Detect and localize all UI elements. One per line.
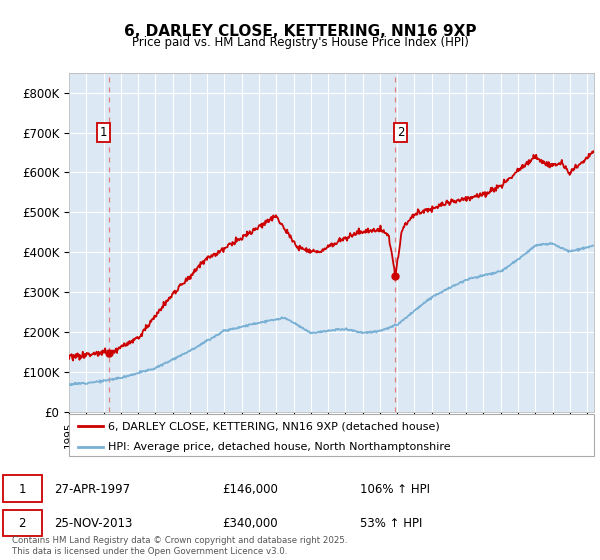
FancyBboxPatch shape [69, 414, 594, 456]
Text: Price paid vs. HM Land Registry's House Price Index (HPI): Price paid vs. HM Land Registry's House … [131, 36, 469, 49]
Text: 106% ↑ HPI: 106% ↑ HPI [360, 483, 430, 496]
Text: 1: 1 [19, 483, 26, 496]
Text: £146,000: £146,000 [222, 483, 278, 496]
Text: 25-NOV-2013: 25-NOV-2013 [54, 517, 133, 530]
Text: Contains HM Land Registry data © Crown copyright and database right 2025.
This d: Contains HM Land Registry data © Crown c… [12, 536, 347, 556]
Text: 6, DARLEY CLOSE, KETTERING, NN16 9XP: 6, DARLEY CLOSE, KETTERING, NN16 9XP [124, 24, 476, 39]
Text: 1: 1 [100, 126, 107, 139]
Text: HPI: Average price, detached house, North Northamptonshire: HPI: Average price, detached house, Nort… [109, 442, 451, 452]
Text: 53% ↑ HPI: 53% ↑ HPI [360, 517, 422, 530]
Text: 2: 2 [397, 126, 404, 139]
Text: £340,000: £340,000 [222, 517, 278, 530]
Text: 27-APR-1997: 27-APR-1997 [54, 483, 130, 496]
Text: 6, DARLEY CLOSE, KETTERING, NN16 9XP (detached house): 6, DARLEY CLOSE, KETTERING, NN16 9XP (de… [109, 421, 440, 431]
Text: 2: 2 [19, 517, 26, 530]
